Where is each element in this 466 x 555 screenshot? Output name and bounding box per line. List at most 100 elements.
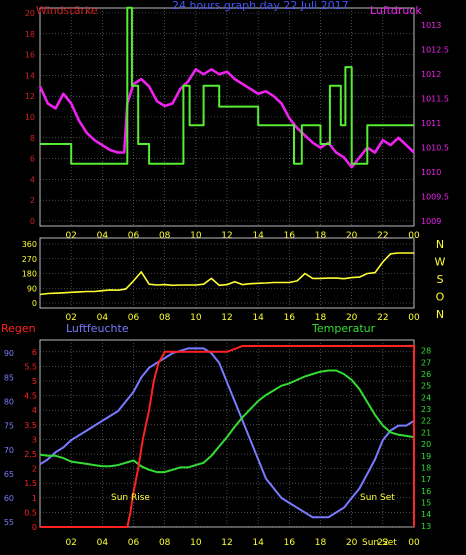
x-tick-label: 00 bbox=[408, 538, 420, 548]
direction-tick-label: 270 bbox=[22, 255, 37, 264]
rain-tick-label: 2.5 bbox=[24, 450, 37, 459]
pressure-axis-ticks: 1009 1009.5 1010 1010.5 1011 1011.5 1012 1012.5… bbox=[421, 21, 449, 226]
temperature-tick-label: 15 bbox=[421, 498, 431, 507]
x-tick-label: 18 bbox=[315, 231, 327, 241]
direction-tick-label: 360 bbox=[22, 240, 37, 249]
rain-tick-label: 2 bbox=[32, 465, 37, 474]
rain-tick-label: 0.5 bbox=[24, 508, 37, 517]
pressure-tick-label: 1012 bbox=[421, 70, 441, 79]
x-tick-label: 22 bbox=[377, 313, 388, 323]
rain-tick-label: 4.5 bbox=[24, 392, 37, 401]
compass-label: O bbox=[436, 291, 445, 304]
humidity-tick-label: 70 bbox=[4, 446, 14, 455]
x-tick-label: 10 bbox=[190, 231, 202, 241]
wind-direction-line bbox=[39, 252, 414, 296]
direction-tick-label: 180 bbox=[22, 270, 37, 279]
direction-tick-label: 90 bbox=[27, 284, 37, 293]
wind-direction-series bbox=[39, 252, 414, 296]
x-tick-label: 06 bbox=[128, 313, 140, 323]
rain-tick-label: 0 bbox=[32, 523, 37, 532]
chart-title: 24 hours graph day 22 Juli 2017 bbox=[172, 0, 349, 12]
x-tick-label: 14 bbox=[252, 231, 264, 241]
x-tick-label: 18 bbox=[315, 313, 327, 323]
temperature-axis-label: Temperatur bbox=[311, 322, 376, 335]
wind-pressure-grid bbox=[40, 8, 414, 226]
humidity-tick-label: 60 bbox=[4, 494, 14, 503]
x-tick-label: 00 bbox=[408, 313, 420, 323]
rain-tick-label: 1 bbox=[32, 494, 37, 503]
wind-tick-label: 6 bbox=[30, 155, 35, 164]
wind-direction-time-ticks: 02 04 06 08 10 12 14 16 18 20 22 00 bbox=[65, 313, 420, 323]
pressure-tick-label: 1010 bbox=[421, 168, 441, 177]
temperature-tick-label: 13 bbox=[421, 522, 431, 531]
x-tick-label: 04 bbox=[97, 231, 109, 241]
x-tick-label: 14 bbox=[252, 538, 264, 548]
pressure-line bbox=[38, 68, 415, 169]
temperature-tick-label: 20 bbox=[421, 440, 431, 449]
x-tick-label: 08 bbox=[159, 313, 171, 323]
rain-tick-label: 1.5 bbox=[24, 479, 37, 488]
x-tick-label: 02 bbox=[65, 231, 76, 241]
x-tick-label: 08 bbox=[159, 538, 171, 548]
wind-tick-label: 0 bbox=[30, 217, 35, 226]
x-tick-label: 10 bbox=[190, 538, 202, 548]
x-tick-label: 20 bbox=[346, 538, 358, 548]
rain-tick-label: 5.5 bbox=[24, 362, 37, 371]
wind-tick-label: 12 bbox=[25, 92, 35, 101]
humidity-tick-label: 90 bbox=[4, 349, 14, 358]
temperature-tick-label: 18 bbox=[421, 463, 431, 472]
x-tick-label: 14 bbox=[252, 313, 264, 323]
compass-label: N bbox=[436, 308, 444, 321]
wind-line bbox=[40, 6, 414, 165]
temperature-tick-label: 14 bbox=[421, 510, 431, 519]
x-tick-label: 10 bbox=[190, 313, 202, 323]
humidity-axis-label: Luftfeuchte bbox=[66, 322, 129, 335]
x-tick-label: 12 bbox=[221, 313, 232, 323]
rain-tick-label: 3.5 bbox=[24, 421, 37, 430]
wind-tick-label: 18 bbox=[25, 30, 35, 39]
humidity-tick-label: 65 bbox=[4, 470, 14, 479]
x-tick-label: 18 bbox=[315, 538, 327, 548]
compass-label: S bbox=[437, 273, 444, 286]
pressure-tick-label: 1011 bbox=[421, 119, 441, 128]
pressure-tick-label: 1009 bbox=[421, 217, 441, 226]
rain-humidity-temperature-series bbox=[39, 345, 415, 528]
temperature-tick-label: 19 bbox=[421, 452, 431, 461]
temperature-tick-label: 17 bbox=[421, 475, 431, 484]
wind-pressure-time-ticks: 02 04 06 08 10 12 14 16 18 20 22 00 bbox=[65, 231, 420, 241]
temperature-tick-label: 26 bbox=[421, 370, 431, 379]
x-tick-label: 12 bbox=[221, 538, 232, 548]
wind-axis-label: Windstärke bbox=[36, 4, 98, 17]
temperature-line bbox=[39, 369, 415, 474]
rain-tick-label: 6 bbox=[32, 348, 37, 357]
temperature-tick-label: 25 bbox=[421, 382, 431, 391]
wind-tick-label: 4 bbox=[30, 175, 35, 184]
x-tick-label: 02 bbox=[65, 538, 76, 548]
x-tick-label: 20 bbox=[346, 313, 358, 323]
x-tick-label: 20 bbox=[346, 231, 358, 241]
wind-tick-label: 14 bbox=[25, 71, 35, 80]
temperature-tick-label: 16 bbox=[421, 487, 431, 496]
compass-label: N bbox=[436, 238, 444, 251]
rain-tick-label: 5 bbox=[32, 377, 37, 386]
x-tick-label: 06 bbox=[128, 538, 140, 548]
rain-axis-label: Regen bbox=[1, 322, 36, 335]
wind-axis-ticks: 0 2 4 6 8 10 12 14 16 18 20 bbox=[25, 9, 35, 226]
humidity-tick-label: 80 bbox=[4, 398, 14, 407]
rain-line bbox=[40, 345, 415, 528]
pressure-tick-label: 1010.5 bbox=[421, 144, 449, 153]
wind-tick-label: 16 bbox=[25, 51, 35, 60]
x-tick-label: 06 bbox=[128, 231, 140, 241]
x-tick-label: 04 bbox=[97, 313, 109, 323]
x-tick-label: 08 bbox=[159, 231, 171, 241]
rain-tick-label: 3 bbox=[32, 435, 37, 444]
pressure-tick-label: 1011.5 bbox=[421, 95, 449, 104]
x-tick-label: 04 bbox=[97, 538, 109, 548]
humidity-tick-label: 55 bbox=[4, 518, 14, 527]
x-tick-label: 16 bbox=[284, 538, 296, 548]
